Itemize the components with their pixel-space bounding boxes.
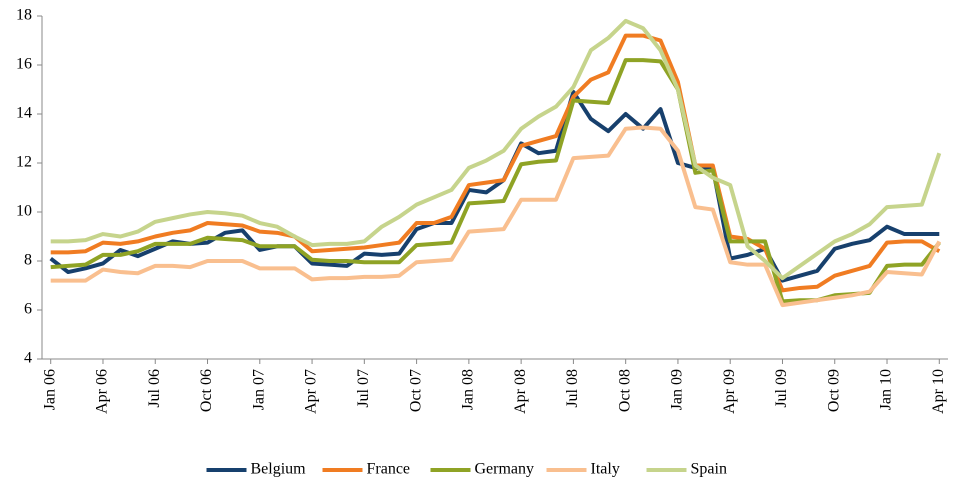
x-tick-label: Jan 08 bbox=[460, 369, 477, 410]
x-tick-label: Apr 09 bbox=[721, 369, 738, 414]
x-tick-label: Jan 10 bbox=[878, 369, 895, 410]
x-tick-label: Oct 07 bbox=[407, 369, 424, 412]
x-tick-label: Apr 08 bbox=[512, 369, 529, 414]
series-line bbox=[49, 89, 940, 283]
y-tick-label: 10 bbox=[16, 203, 32, 220]
series-line bbox=[50, 33, 941, 293]
x-tick-label: Jan 09 bbox=[669, 369, 686, 410]
y-tick-label: 18 bbox=[16, 7, 32, 24]
series-line bbox=[50, 18, 942, 281]
x-tick-label: Jul 08 bbox=[564, 369, 581, 408]
legend-label: Germany bbox=[475, 461, 535, 478]
x-tick-label: Jul 07 bbox=[355, 369, 372, 408]
y-tick-label: 12 bbox=[16, 154, 32, 171]
y-tick-label: 8 bbox=[24, 252, 32, 269]
y-tick-label: 16 bbox=[16, 56, 32, 73]
x-tick-label: Apr 06 bbox=[94, 369, 111, 414]
y-tick-label: 4 bbox=[24, 350, 32, 367]
x-tick-label: Jul 06 bbox=[146, 369, 163, 408]
y-tick-label: 14 bbox=[16, 105, 32, 122]
series-line bbox=[50, 58, 941, 304]
legend-label: France bbox=[367, 461, 411, 478]
x-tick-label: Jan 06 bbox=[41, 369, 58, 410]
x-tick-label: Oct 09 bbox=[825, 369, 842, 412]
legend-label: Spain bbox=[691, 461, 727, 478]
x-tick-label: Oct 08 bbox=[616, 369, 633, 412]
x-tick-label: Jul 09 bbox=[773, 369, 790, 408]
legend-label: Italy bbox=[591, 461, 620, 478]
x-tick-label: Jan 07 bbox=[250, 369, 267, 410]
x-tick-label: Apr 10 bbox=[930, 369, 947, 414]
y-tick-label: 6 bbox=[24, 301, 32, 318]
legend-label: Belgium bbox=[251, 461, 307, 478]
series-line bbox=[50, 125, 942, 308]
x-tick-label: Apr 07 bbox=[303, 369, 320, 414]
x-tick-label: Oct 06 bbox=[198, 369, 215, 412]
